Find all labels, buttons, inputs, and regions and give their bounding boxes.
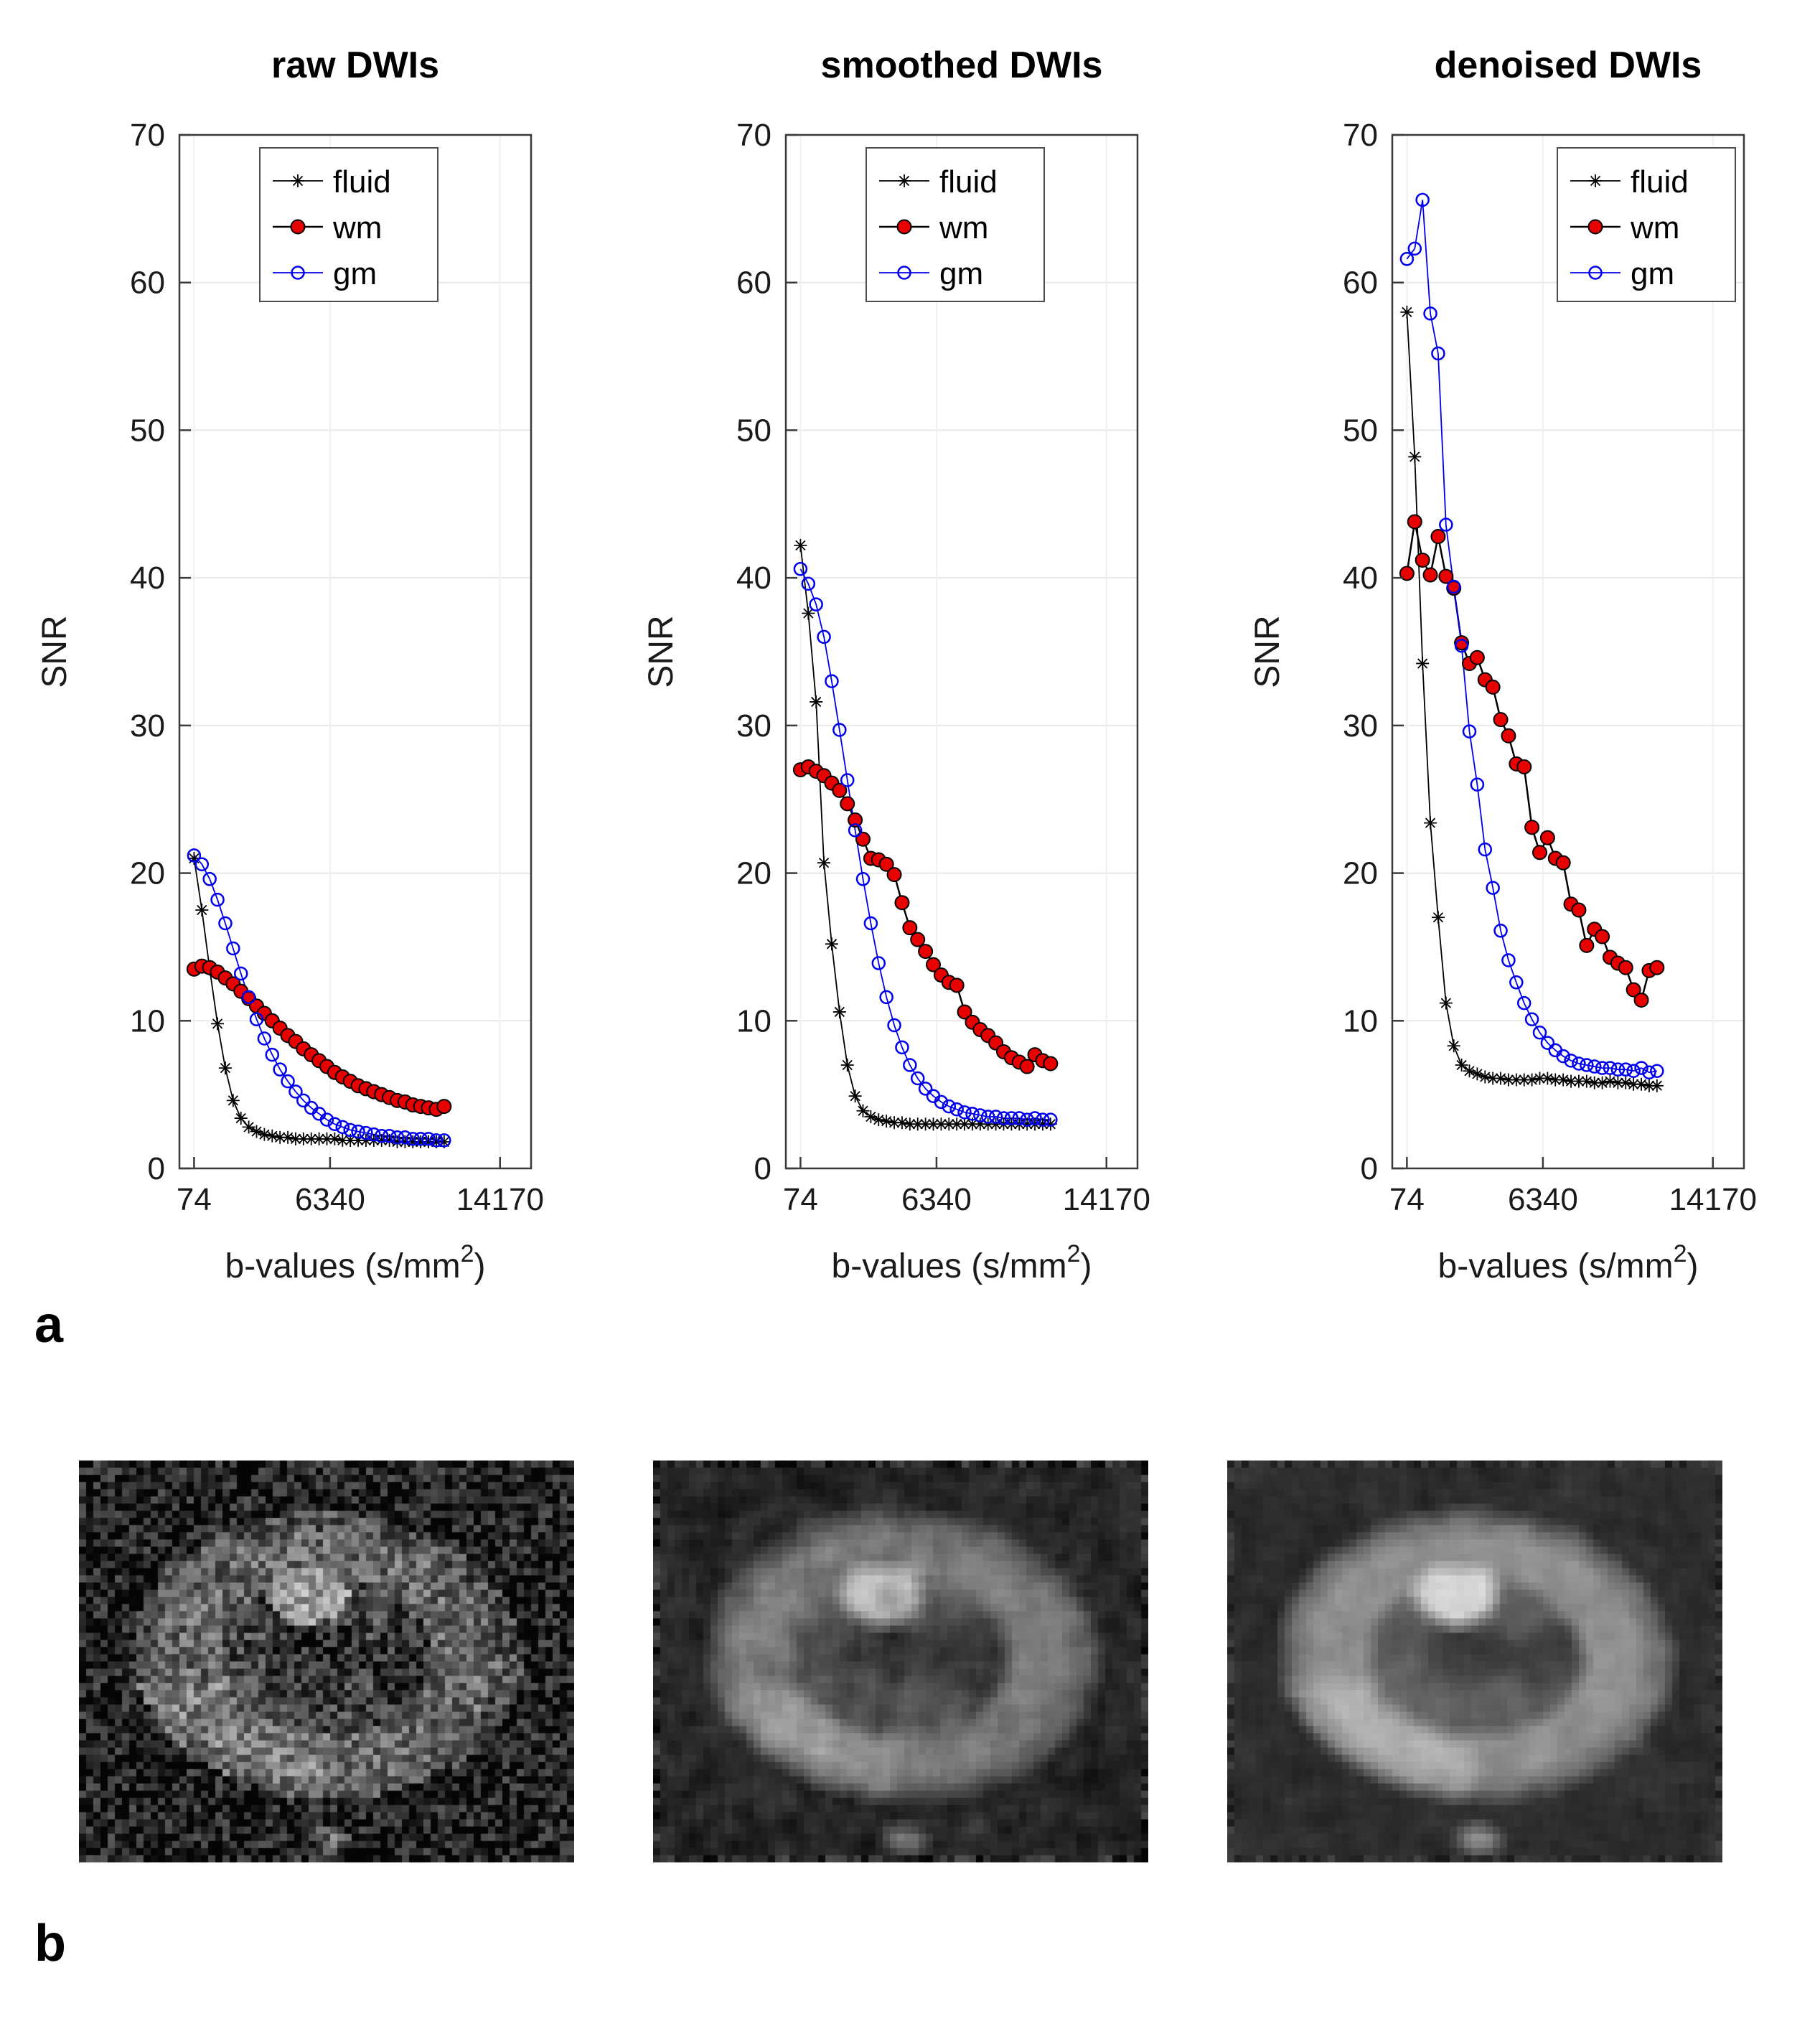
dwi-brain-image-smoothed — [653, 1461, 1148, 1862]
svg-text:smoothed DWIs: smoothed DWIs — [821, 44, 1103, 86]
svg-text:10: 10 — [1343, 1003, 1378, 1039]
snr-chart-denoised-svg: 0 10 20 30 40 50 60 70 74 6340 14170 denoised DWIs S… — [1249, 44, 1757, 1285]
snr-chart-raw-svg: 0 10 20 30 40 50 60 70 74 6340 14170 raw DWIs SNR b-v… — [36, 44, 544, 1285]
panel-label-b: b — [34, 1915, 66, 1972]
dwi-images-row — [79, 1461, 1722, 1862]
svg-text:6340: 6340 — [295, 1182, 365, 1217]
dwi-brain-image-denoised — [1227, 1461, 1722, 1862]
svg-text:14170: 14170 — [1669, 1182, 1757, 1217]
svg-text:10: 10 — [736, 1003, 771, 1039]
svg-text:0: 0 — [754, 1151, 771, 1186]
svg-text:b-values (s/mm2): b-values (s/mm2) — [1438, 1240, 1699, 1285]
svg-text:0: 0 — [1361, 1151, 1378, 1186]
svg-text:70: 70 — [130, 118, 165, 153]
svg-text:20: 20 — [736, 856, 771, 891]
chart-raw-dwis: 0 10 20 30 40 50 60 70 74 6340 14170 raw DWIs SNR b-v… — [0, 13, 606, 1305]
svg-text:10: 10 — [130, 1003, 165, 1039]
svg-text:60: 60 — [1343, 266, 1378, 301]
svg-text:fluid: fluid — [333, 164, 391, 200]
svg-text:wm: wm — [939, 210, 988, 245]
svg-text:50: 50 — [736, 413, 771, 448]
svg-text:b-values (s/mm2): b-values (s/mm2) — [832, 1240, 1092, 1285]
svg-text:40: 40 — [130, 561, 165, 596]
svg-text:wm: wm — [1630, 210, 1679, 245]
svg-text:6340: 6340 — [901, 1182, 972, 1217]
svg-text:SNR: SNR — [36, 615, 74, 688]
svg-text:raw DWIs: raw DWIs — [271, 44, 439, 86]
svg-text:gm: gm — [333, 256, 377, 291]
svg-text:b-values (s/mm2): b-values (s/mm2) — [225, 1240, 486, 1285]
dwi-brain-image-raw — [79, 1461, 574, 1862]
svg-text:SNR: SNR — [1249, 615, 1287, 688]
panel-label-a: a — [34, 1296, 64, 1354]
chart-denoised-dwis: 0 10 20 30 40 50 60 70 74 6340 14170 denoised DWIs S… — [1213, 13, 1819, 1305]
svg-text:70: 70 — [1343, 118, 1378, 153]
svg-text:30: 30 — [1343, 708, 1378, 744]
svg-text:74: 74 — [1389, 1182, 1425, 1217]
svg-text:fluid: fluid — [1631, 164, 1689, 200]
svg-text:20: 20 — [130, 856, 165, 891]
snr-chart-smoothed-svg: 0 10 20 30 40 50 60 70 74 6340 14170 smoothed DWIs S… — [642, 44, 1150, 1285]
svg-text:gm: gm — [1631, 256, 1674, 291]
svg-text:70: 70 — [736, 118, 771, 153]
svg-text:60: 60 — [130, 266, 165, 301]
svg-text:30: 30 — [736, 708, 771, 744]
svg-text:14170: 14170 — [1063, 1182, 1150, 1217]
snr-charts-row: 0 10 20 30 40 50 60 70 74 6340 14170 raw DWIs SNR b-v… — [0, 13, 1820, 1305]
svg-text:6340: 6340 — [1508, 1182, 1578, 1217]
svg-text:14170: 14170 — [456, 1182, 544, 1217]
svg-text:74: 74 — [783, 1182, 818, 1217]
svg-text:SNR: SNR — [642, 615, 680, 688]
svg-text:50: 50 — [130, 413, 165, 448]
svg-text:fluid: fluid — [939, 164, 998, 200]
svg-text:wm: wm — [332, 210, 382, 245]
svg-text:40: 40 — [736, 561, 771, 596]
svg-text:30: 30 — [130, 708, 165, 744]
svg-text:0: 0 — [148, 1151, 165, 1186]
svg-text:50: 50 — [1343, 413, 1378, 448]
svg-text:40: 40 — [1343, 561, 1378, 596]
svg-text:gm: gm — [939, 256, 983, 291]
svg-text:60: 60 — [736, 266, 771, 301]
chart-smoothed-dwis: 0 10 20 30 40 50 60 70 74 6340 14170 smoothed DWIs S… — [606, 13, 1213, 1305]
svg-text:74: 74 — [177, 1182, 212, 1217]
svg-text:20: 20 — [1343, 856, 1378, 891]
svg-text:denoised DWIs: denoised DWIs — [1435, 44, 1702, 86]
